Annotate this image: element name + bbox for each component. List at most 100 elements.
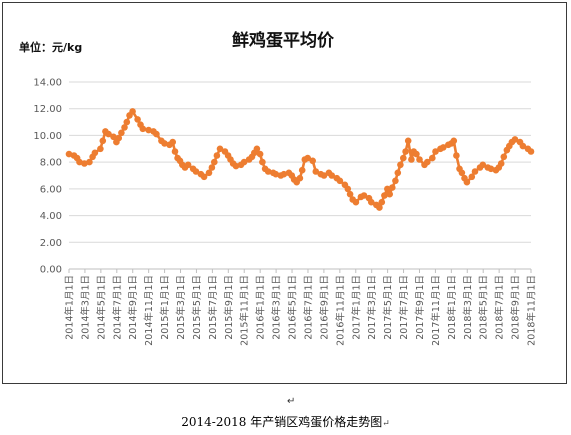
data-point [352,198,360,206]
x-tick-label: 2016年9月1日 [318,275,330,340]
data-point [171,148,179,155]
data-point [208,164,216,171]
x-tick-label: 2017年3月1日 [366,275,378,340]
data-point [153,130,160,138]
paragraph-return-mark: ↵ [287,396,296,407]
series-egg-price [65,108,535,211]
data-point [86,158,93,166]
x-tick-label: 2015年1月1日 [159,275,171,340]
data-point [296,174,304,182]
data-point [213,152,221,159]
data-point [404,137,412,145]
x-tick-label: 2016年5月1日 [287,275,299,340]
chart-svg: 单位：元/kg 鲜鸡蛋平均价 0.00 2.00 4.00 6.00 8.00 10.00… [19,30,538,346]
data-point [424,158,431,166]
y-axis-ticks: 0.00 2.00 4.00 6.00 8.00 10.00 12.00 14.00 [33,78,62,276]
data-point [500,153,508,161]
data-point [392,177,399,185]
data-point [432,148,439,155]
y-tick-label: 2.00 [40,238,62,249]
x-tick-label: 2018年1月1日 [446,275,458,340]
figure-caption: 2014-2018 年产销区鸡蛋价格走势图↵ [0,413,571,430]
chart-title: 鲜鸡蛋平均价 [232,30,335,51]
data-point [161,140,168,147]
data-point [527,148,535,155]
data-point [232,162,240,170]
caption-end-mark: ↵ [382,419,390,429]
x-tick-label: 2014年1月1日 [64,275,76,340]
unit-label: 单位：元/kg [19,40,82,54]
x-tick-label: 2018年11月1日 [526,275,538,346]
y-tick-label: 10.00 [33,131,62,142]
data-point [309,157,317,165]
x-tick-label: 2015年9月1日 [223,275,235,340]
data-point [497,160,505,167]
data-point [240,158,248,166]
data-point [200,173,208,181]
x-tick-label: 2018年7月1日 [494,275,506,340]
data-point [328,172,336,179]
x-tick-label: 2014年3月1日 [79,275,91,340]
data-point [416,156,423,163]
data-point [320,172,328,179]
y-tick-label: 0.00 [40,265,62,276]
data-point [264,168,272,175]
data-point [453,152,460,159]
data-point [479,161,487,169]
data-point [344,185,352,193]
data-point [336,177,344,185]
x-tick-label: 2015年7月1日 [207,275,219,340]
data-point [272,170,280,178]
data-point [360,192,368,199]
data-point [139,125,147,133]
data-point [110,133,117,141]
x-tick-label: 2018年3月1日 [462,275,474,340]
caption-text: 2014-2018 年产销区鸡蛋价格走势图 [181,415,383,429]
data-point [429,154,436,162]
data-point [211,158,218,166]
x-tick-label: 2018年9月1日 [510,275,522,340]
data-point [280,170,288,178]
data-point [184,161,192,169]
y-tick-label: 8.00 [40,158,62,169]
x-tick-label: 2017年1月1日 [350,275,362,340]
data-point [99,137,107,145]
data-point [91,149,99,157]
data-point [368,198,375,206]
x-tick-label: 2016年7月1日 [302,275,314,340]
data-point [105,130,112,138]
x-tick-label: 2016年3月1日 [271,275,283,340]
data-point [389,184,396,191]
data-point [413,150,420,158]
data-point [123,118,131,126]
data-point [386,190,394,198]
y-tick-label: 4.00 [40,211,62,222]
x-tick-label: 2018年5月1日 [478,275,490,340]
data-point [400,154,407,162]
data-point [450,137,458,145]
data-point [458,169,466,177]
x-tick-label: 2016年11月1日 [334,275,346,346]
x-tick-label: 2017年9月1日 [414,275,426,340]
data-point [394,169,402,177]
x-tick-label: 2014年7月1日 [111,275,123,340]
data-point [402,148,409,155]
data-point [97,145,104,153]
x-tick-label: 2015年3月1日 [175,275,187,340]
data-point [376,204,383,211]
data-point [519,142,527,150]
data-point [134,116,141,123]
x-tick-label: 2015年5月1日 [191,275,203,340]
data-point [115,134,122,142]
data-point [298,166,306,174]
x-tick-label: 2014年11月1日 [143,275,155,346]
data-point [205,169,213,177]
x-tick-label: 2017年7月1日 [398,275,410,340]
data-point [259,158,266,166]
x-tick-label: 2017年5月1日 [382,275,394,340]
data-point [304,154,312,162]
data-point [121,124,128,131]
x-tick-label: 2017年11月1日 [430,275,442,346]
data-point [253,145,261,153]
data-point [397,161,404,169]
